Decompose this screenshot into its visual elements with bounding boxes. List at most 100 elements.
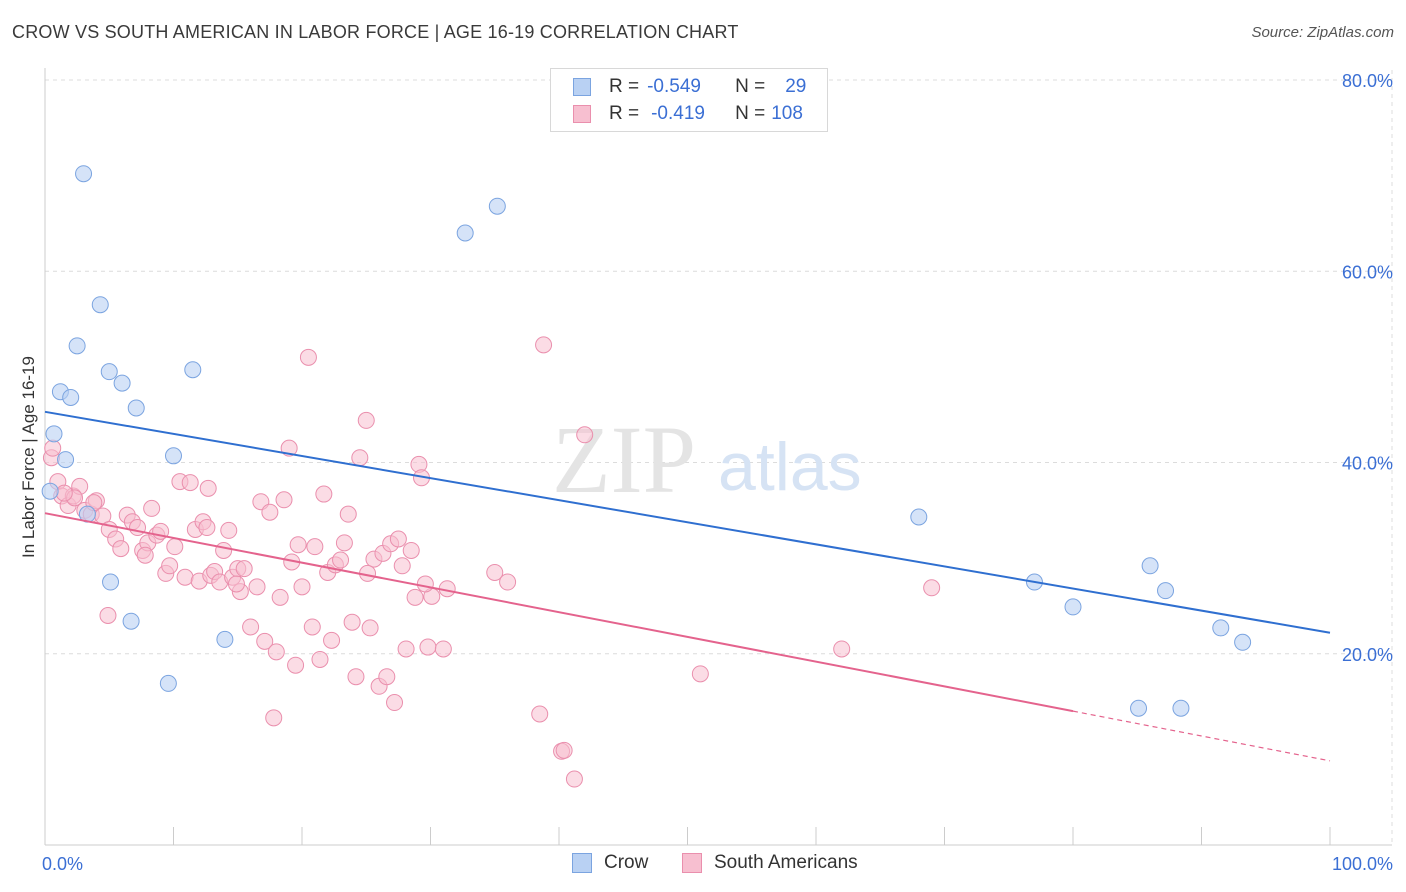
point-south-americans: [378, 668, 396, 686]
legend-row-crow: R = -0.549 N = 29: [573, 75, 806, 99]
point-south-americans: [393, 557, 411, 575]
point-south-americans: [143, 499, 161, 517]
point-south-americans: [361, 619, 379, 637]
point-south-americans: [220, 521, 238, 539]
point-south-americans: [293, 578, 311, 596]
series-legend: Crow South Americans: [0, 852, 1406, 878]
point-south-americans: [261, 503, 279, 521]
point-crow: [102, 573, 120, 591]
point-crow: [1212, 619, 1230, 637]
point-south-americans: [267, 643, 285, 661]
point-south-americans: [166, 538, 184, 556]
point-south-americans: [248, 578, 266, 596]
tick-labels: 20.0% 40.0% 60.0% 80.0% 0.0% 100.0%: [42, 71, 1393, 874]
n-label: N =: [735, 76, 766, 97]
point-crow: [1141, 557, 1159, 575]
point-south-americans: [275, 491, 293, 509]
point-crow: [1130, 699, 1148, 717]
point-south-americans: [402, 541, 420, 559]
point-south-americans: [265, 709, 283, 727]
y-tick-label: 80.0%: [1342, 71, 1393, 91]
correlation-legend: R = -0.549 N = 29 R = -0.419 N = 108: [550, 68, 828, 132]
point-crow: [68, 337, 86, 355]
r-value: -0.549: [647, 76, 701, 97]
crow-swatch: [572, 853, 592, 873]
point-crow: [165, 447, 182, 465]
point-crow: [91, 296, 109, 314]
point-south-americans: [129, 519, 147, 537]
point-south-americans: [343, 613, 361, 631]
legend-label-south-americans: South Americans: [714, 852, 858, 873]
point-south-americans: [389, 530, 407, 548]
point-south-americans: [303, 618, 321, 636]
r-value: -0.419: [651, 103, 705, 124]
point-crow: [910, 508, 928, 526]
point-south-americans: [315, 485, 333, 503]
point-south-americans: [335, 534, 353, 552]
point-crow: [122, 612, 140, 630]
point-south-americans: [112, 540, 130, 558]
gridlines: [45, 70, 1393, 845]
point-south-americans: [416, 575, 434, 593]
r-label: R =: [609, 76, 640, 97]
point-south-americans: [199, 479, 217, 497]
point-south-americans: [323, 631, 341, 649]
watermark-atlas: atlas: [718, 429, 862, 505]
point-crow: [184, 361, 202, 379]
point-crow: [113, 374, 131, 392]
trend-line-south-americans: [44, 512, 1074, 713]
n-value: 108: [771, 103, 803, 124]
legend-item-crow[interactable]: Crow: [572, 852, 648, 874]
point-crow: [1172, 699, 1190, 717]
point-south-americans: [227, 575, 245, 593]
point-south-americans: [299, 348, 317, 366]
trend-line-south-americans-extension: [1072, 710, 1331, 762]
trend-lines: [44, 410, 1331, 762]
point-crow: [488, 197, 506, 215]
point-south-americans: [176, 568, 194, 586]
point-south-americans: [287, 656, 305, 674]
n-value: 29: [785, 76, 807, 97]
point-south-americans: [486, 563, 504, 581]
watermark-zip: ZIP: [552, 406, 696, 513]
chart-title: CROW VS SOUTH AMERICAN IN LABOR FORCE | …: [12, 22, 739, 42]
point-south-americans: [397, 640, 415, 658]
point-crow: [1157, 582, 1175, 600]
trend-line-crow: [44, 410, 1331, 634]
y-tick-label: 40.0%: [1342, 454, 1393, 474]
point-south-americans: [386, 694, 404, 712]
point-south-americans: [306, 538, 324, 556]
point-south-americans: [434, 640, 452, 658]
watermark: ZIP atlas: [552, 406, 862, 513]
point-south-americans: [499, 573, 517, 591]
source-label: Source: ZipAtlas.com: [1251, 24, 1394, 41]
point-crow: [62, 388, 80, 406]
point-south-americans: [215, 541, 233, 559]
y-tick-label: 60.0%: [1342, 262, 1393, 282]
point-south-americans: [691, 665, 709, 683]
point-south-americans: [565, 770, 583, 788]
y-tick-label: 20.0%: [1342, 645, 1393, 665]
point-south-americans: [339, 505, 357, 523]
point-crow: [159, 674, 177, 692]
point-south-americans: [531, 705, 549, 723]
point-south-americans: [535, 336, 553, 354]
point-south-americans: [332, 551, 350, 569]
point-south-americans: [833, 640, 851, 658]
series-crow: [41, 165, 1252, 717]
point-south-americans: [311, 650, 329, 668]
point-south-americans: [555, 741, 573, 759]
point-south-americans: [55, 484, 73, 502]
x-tick-label-min: 0.0%: [42, 854, 83, 874]
point-south-americans: [161, 557, 179, 575]
series-south-americans: [42, 336, 941, 788]
south-americans-swatch: [573, 105, 591, 123]
legend-label-crow: Crow: [604, 852, 649, 873]
r-label: R =: [609, 103, 640, 124]
point-crow: [216, 630, 234, 648]
point-crow: [1234, 633, 1252, 651]
point-crow: [456, 224, 474, 242]
point-south-americans: [271, 588, 289, 606]
legend-item-south-americans[interactable]: South Americans: [682, 852, 858, 874]
point-south-americans: [357, 411, 375, 429]
